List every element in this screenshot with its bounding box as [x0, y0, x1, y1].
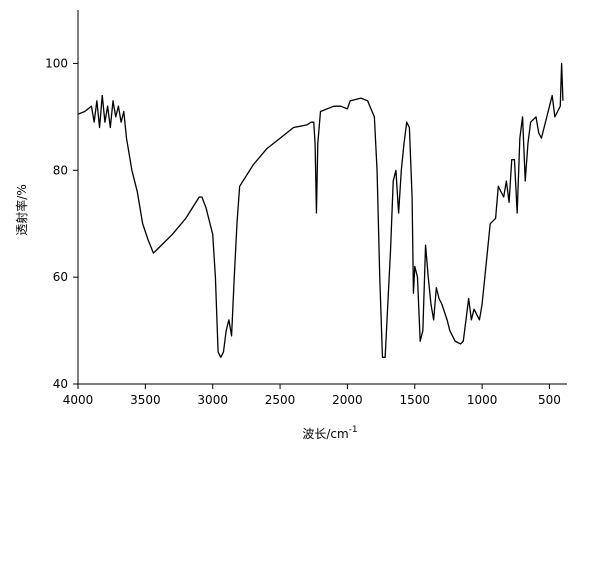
x-tick-label: 3000: [197, 393, 228, 407]
x-axis-label: 波长/cm-1: [302, 425, 357, 441]
y-tick-label: 60: [53, 270, 68, 284]
y-axis-label: 透射率/%: [14, 184, 29, 235]
x-tick-label: 3500: [130, 393, 161, 407]
x-tick-label: 2000: [332, 393, 363, 407]
x-axis-label-sup: -1: [349, 425, 358, 435]
x-tick-label: 500: [538, 393, 561, 407]
y-tick-label: 40: [53, 377, 68, 391]
x-tick-label: 1500: [400, 393, 431, 407]
spectrum-line: [77, 62, 564, 358]
x-tick-label: 4000: [63, 393, 94, 407]
x-tick-label: 1000: [467, 393, 498, 407]
y-tick-label: 100: [45, 56, 68, 70]
x-axis-label-text: 波长/cm: [302, 427, 348, 441]
y-tick-label: 80: [53, 163, 68, 177]
x-tick-label: 2500: [265, 393, 296, 407]
